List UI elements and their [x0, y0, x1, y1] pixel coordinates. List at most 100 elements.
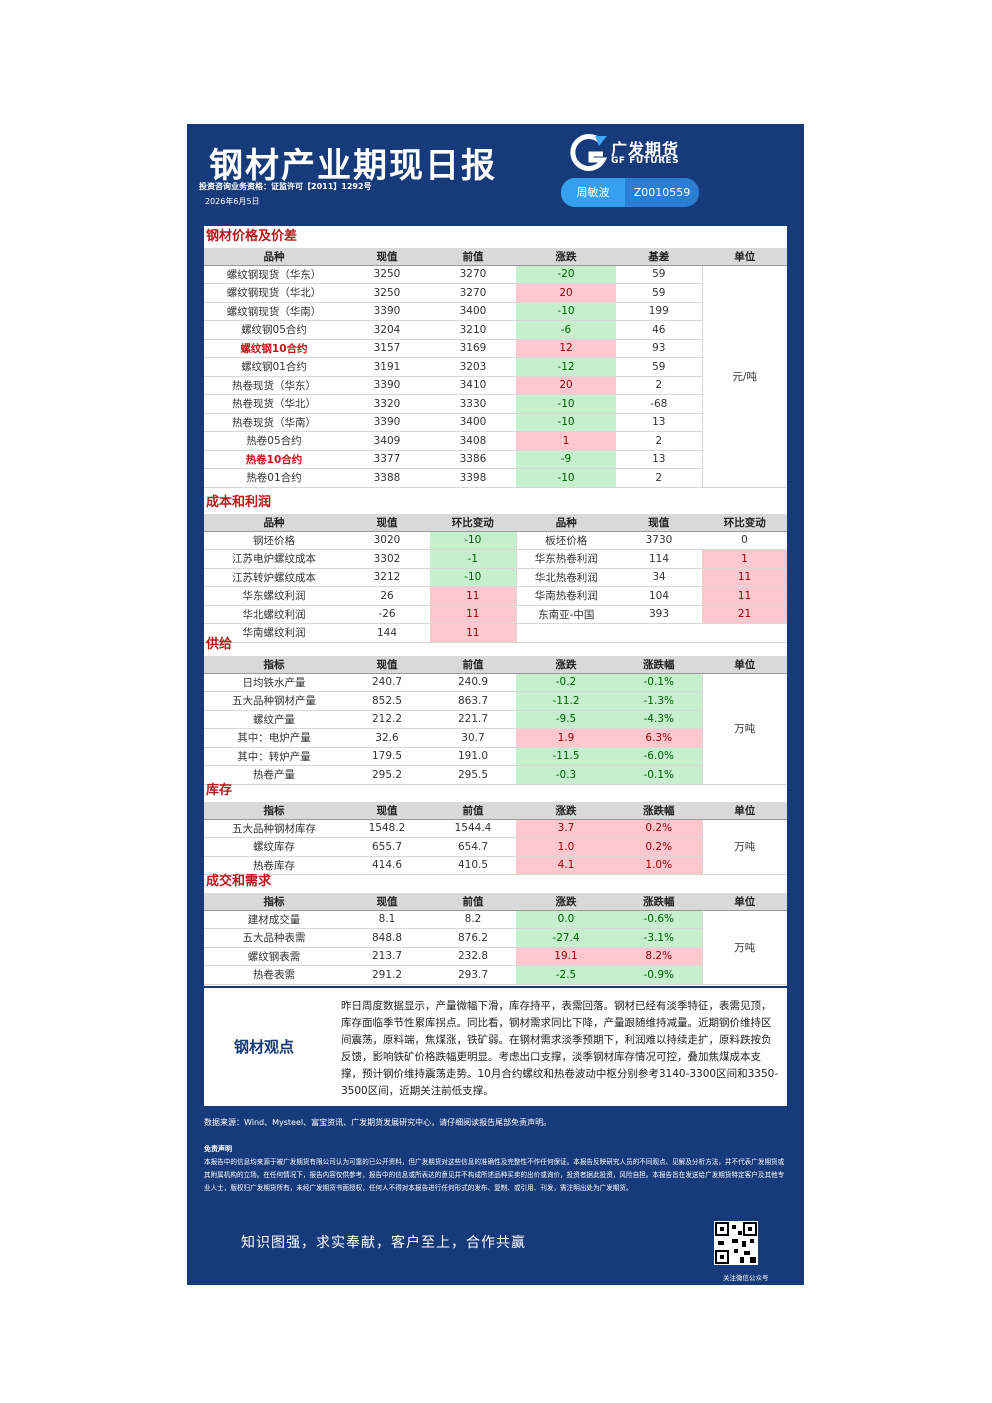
current-value: 3157: [344, 339, 430, 358]
column-header: 涨跌: [516, 656, 616, 674]
row-label: 热卷现货（华南）: [204, 413, 344, 432]
analyst-name: 周敏波: [561, 178, 625, 207]
demand-table: 指标 现值 前值 涨跌 涨跌幅 单位 建材成交量 8.1 8.2 0.0 -0.6% 万吨 五大品种表…: [204, 893, 787, 985]
section-demand: 成交和需求 指标 现值 前值 涨跌 涨跌幅 单位 建材成交量 8.1 8.2 0.0 -0.6% 万…: [204, 871, 787, 985]
prices-table: 品种 现值 前值 涨跌 基差 单位 螺纹钢现货（华东） 3250 3270 -20 59 元/吨 螺纹…: [204, 248, 787, 488]
change-value: 20: [516, 376, 616, 395]
change-value: 11: [430, 623, 516, 643]
change-percent: -4.3%: [616, 710, 702, 729]
section-cost-profit: 成本和利润 品种 现值 环比变动 品种 现值 环比变动 钢坯价格 3020 -10 板坯价格 37…: [204, 492, 787, 643]
current-value: 3390: [344, 376, 430, 395]
change-value: 11: [430, 605, 516, 624]
change-value: -11.5: [516, 747, 616, 766]
previous-value: 3400: [430, 413, 516, 432]
column-header: 指标: [204, 802, 344, 820]
previous-value: 654.7: [430, 837, 516, 857]
supply-table: 指标 现值 前值 涨跌 涨跌幅 单位 日均铁水产量 240.7 240.9 -0.2 -0.1% 万…: [204, 656, 787, 785]
previous-value: 191.0: [430, 747, 516, 766]
section-inventory: 库存 指标 现值 前值 涨跌 涨跌幅 单位 五大品种钢材库存 1548.2 1544.4 3.7…: [204, 780, 787, 875]
current-value: 240.7: [344, 673, 430, 692]
data-source: 数据来源：Wind、Mysteel、富宝资讯、广发期货发展研究中心，请仔细阅读报…: [204, 1118, 552, 1127]
column-header: 现值: [344, 514, 430, 532]
current-value: 3020: [344, 531, 430, 550]
section-title: 钢材价格及价差: [206, 229, 298, 244]
change-value: -10: [516, 413, 616, 432]
row-label: 螺纹钢现货（华南）: [204, 302, 344, 321]
table-row: 热卷01合约 3388 3398 -10 2: [204, 468, 787, 488]
current-value: 3730: [616, 531, 702, 550]
daily-report: 钢材产业期现日报 投资咨询业务资格：证监许可【2011】1292号 2026年6…: [187, 124, 804, 1285]
change-value: -9.5: [516, 710, 616, 729]
change-percent: 1.0%: [616, 856, 702, 875]
row-label: 热卷现货（华北）: [204, 394, 344, 414]
change-percent: -6.0%: [616, 747, 702, 766]
analyst-badge: 周敏波 Z0010559: [561, 178, 699, 207]
change-value: -12: [516, 357, 616, 377]
column-header: 基差: [616, 248, 702, 266]
previous-value: 3330: [430, 394, 516, 414]
current-value: 213.7: [344, 947, 430, 966]
column-header: 环比变动: [701, 514, 787, 532]
section-title: 供给: [206, 637, 233, 652]
previous-value: 410.5: [430, 856, 516, 875]
column-header: 品种: [204, 248, 344, 266]
current-value: -26: [344, 605, 430, 624]
unit-label: 万吨: [701, 910, 787, 985]
change-value: -20: [516, 265, 616, 284]
steel-view-box: 钢材观点 昨日周度数据显示，产量微幅下滑，库存持平，表需回落。钢材已经有淡季特征…: [204, 986, 787, 1106]
license-text: 投资咨询业务资格：证监许可【2011】1292号: [199, 182, 372, 191]
unit-label: 万吨: [701, 673, 787, 785]
current-value: 3302: [344, 549, 430, 569]
change-value: 4.1: [516, 856, 616, 875]
table-row: 热卷现货（华北） 3320 3330 -10 -68: [204, 394, 787, 414]
current-value: 852.5: [344, 691, 430, 711]
previous-value: 3169: [430, 339, 516, 358]
table-row: 华南螺纹利润 144 11: [204, 623, 787, 643]
change-value: -1: [430, 549, 516, 569]
company-logo: 广发期货 GF FUTURES: [569, 133, 699, 174]
qr-caption: 关注微信公众号: [723, 1274, 769, 1282]
table-row: 五大品种钢材库存 1548.2 1544.4 3.7 0.2% 万吨: [204, 819, 787, 875]
basis-value: 2: [616, 431, 702, 451]
basis-value: 59: [616, 265, 702, 284]
column-header: 现值: [344, 656, 430, 674]
table-row: 螺纹钢10合约 3157 3169 12 93: [204, 339, 787, 358]
current-value: [616, 623, 702, 643]
column-header: 环比变动: [430, 514, 516, 532]
change-value: -9: [516, 450, 616, 469]
view-label: 钢材观点: [234, 1038, 295, 1056]
current-value: 295.2: [344, 765, 430, 785]
row-label: 螺纹钢01合约: [204, 357, 344, 377]
change-percent: 6.3%: [616, 728, 702, 748]
previous-value: 221.7: [430, 710, 516, 729]
analyst-id: Z0010559: [633, 186, 691, 199]
change-value: -2.5: [516, 965, 616, 985]
qr-code-icon[interactable]: [714, 1221, 758, 1265]
change-value: -0.3: [516, 765, 616, 785]
basis-value: 13: [616, 413, 702, 432]
row-label: 螺纹钢现货（华北）: [204, 283, 344, 303]
basis-value: 2: [616, 376, 702, 395]
row-label: 热卷10合约: [204, 450, 344, 469]
previous-value: 876.2: [430, 928, 516, 948]
previous-value: 240.9: [430, 673, 516, 692]
gf-logo-icon: [570, 133, 608, 171]
current-value: 3320: [344, 394, 430, 414]
column-header: 现值: [616, 514, 702, 532]
basis-value: 46: [616, 320, 702, 340]
previous-value: 3270: [430, 283, 516, 303]
row-label: 螺纹产量: [204, 710, 344, 729]
change-value: -10: [516, 468, 616, 488]
row-label: 螺纹钢表需: [204, 947, 344, 966]
logo-en-text: GF FUTURES: [611, 156, 680, 166]
current-value: 291.2: [344, 965, 430, 985]
current-value: 26: [344, 586, 430, 606]
change-value: 11: [702, 586, 787, 606]
row-label: 热卷现货（华东）: [204, 376, 344, 395]
table-row: 华北螺纹利润 -26 11 东南亚-中国 393 21: [204, 605, 787, 624]
change-value: -27.4: [516, 928, 616, 948]
column-header: 涨跌: [516, 802, 616, 820]
column-header: 涨跌: [516, 893, 616, 911]
company-slogan: 知识图强，求实奉献，客户至上，合作共赢: [241, 1235, 526, 1251]
current-value: 3388: [344, 468, 430, 488]
